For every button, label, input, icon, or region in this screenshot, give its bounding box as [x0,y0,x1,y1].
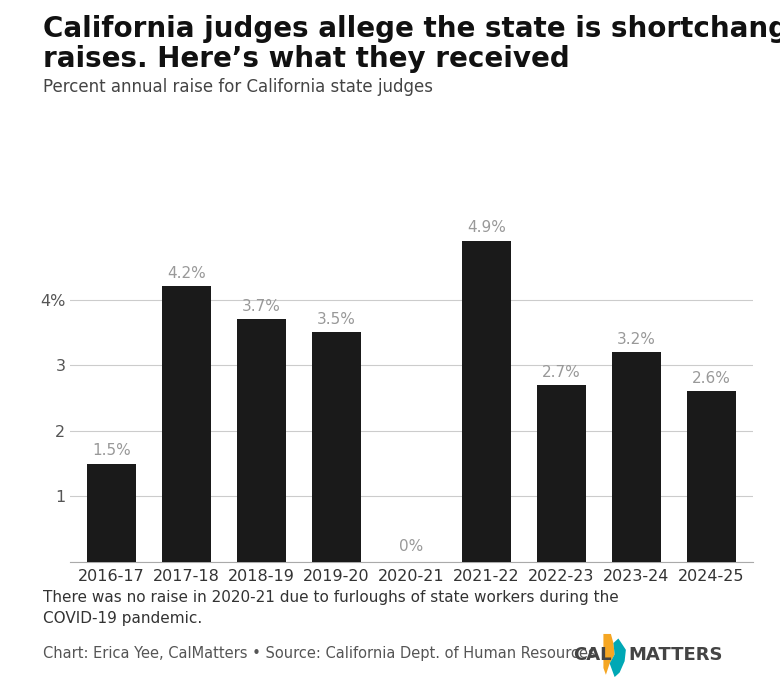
Bar [87,463,136,562]
Text: 1.5%: 1.5% [92,443,131,459]
Text: 4.2%: 4.2% [167,266,206,281]
Bar [687,392,736,562]
Bar [237,319,285,562]
Polygon shape [610,639,626,677]
Bar [162,286,211,562]
Text: California judges allege the state is shortchanging them on: California judges allege the state is sh… [43,15,780,43]
Bar [312,332,361,562]
Polygon shape [604,634,615,675]
Text: 2.6%: 2.6% [692,371,731,386]
Text: raises. Here’s what they received: raises. Here’s what they received [43,45,569,73]
Text: 3.7%: 3.7% [242,299,281,314]
Bar [537,385,586,562]
Text: MATTERS: MATTERS [628,646,722,664]
Text: COVID-19 pandemic.: COVID-19 pandemic. [43,611,202,625]
Bar [462,241,511,562]
Text: 0%: 0% [399,539,424,554]
Text: 2.7%: 2.7% [542,364,581,380]
Text: 4.9%: 4.9% [467,221,506,235]
Text: Chart: Erica Yee, CalMatters • Source: California Dept. of Human Resources: Chart: Erica Yee, CalMatters • Source: C… [43,646,596,660]
Bar [612,352,661,562]
Text: There was no raise in 2020-21 due to furloughs of state workers during the: There was no raise in 2020-21 due to fur… [43,590,619,604]
Text: 3.2%: 3.2% [617,332,656,347]
Text: Percent annual raise for California state judges: Percent annual raise for California stat… [43,78,433,96]
Text: 3.5%: 3.5% [317,312,356,327]
Text: CAL: CAL [573,646,612,664]
